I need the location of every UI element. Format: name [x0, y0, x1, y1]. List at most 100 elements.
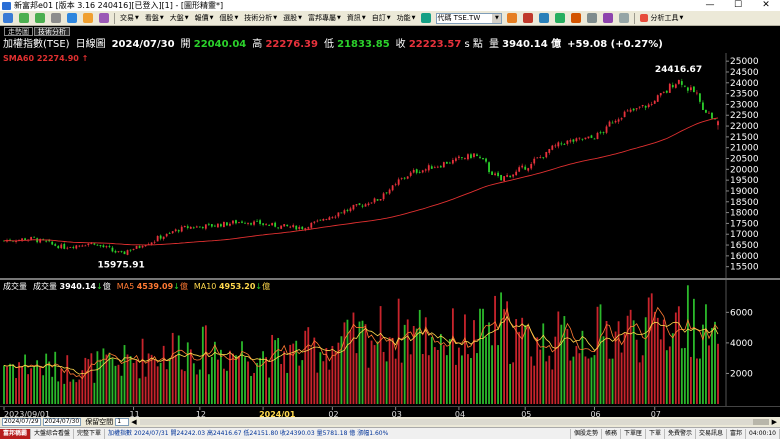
volume-bar — [247, 361, 249, 404]
reserve-space-input[interactable]: 1 — [115, 418, 130, 426]
volume-bar — [271, 334, 274, 404]
menu-info[interactable]: 資訊 ▼ — [346, 14, 366, 22]
horizontal-scrollbar[interactable] — [139, 419, 769, 425]
settings-button[interactable] — [617, 12, 631, 24]
pane-divider[interactable] — [0, 278, 780, 280]
tool-button[interactable] — [419, 12, 433, 24]
candle-body — [51, 241, 54, 245]
status-trade-msg[interactable]: 交易訊息 — [696, 428, 728, 439]
scrollbar-thumb[interactable] — [752, 419, 769, 425]
status-stock-trend[interactable]: 個股走勢 — [571, 428, 602, 439]
range-end-input[interactable]: 2024/07/30 — [42, 418, 82, 426]
volume-bar — [581, 330, 584, 404]
menu-fubon[interactable]: 富邦專屬 ▼ — [308, 14, 341, 22]
code-input[interactable]: 代碼 TSE.TW ▼ — [436, 12, 503, 24]
status-full-order[interactable]: 完整下單 — [74, 428, 106, 439]
volume-bar — [171, 332, 174, 404]
layout-icon — [83, 13, 93, 23]
menu-trade[interactable]: 交易 ▼ — [120, 14, 139, 22]
toolbar-divider — [634, 12, 636, 24]
price-chart[interactable]: 25000 24500 24000 23500 23000 22500 22000 21500… — [0, 53, 780, 278]
candle-body — [671, 85, 674, 88]
menu-quote[interactable]: 報價 ▼ — [194, 14, 214, 22]
status-market-overview[interactable]: 大盤綜合看盤 — [31, 428, 75, 439]
layout-button[interactable] — [81, 12, 95, 24]
print-button[interactable] — [49, 12, 63, 24]
home-button[interactable] — [1, 12, 15, 24]
menu-market[interactable]: 大盤 ▼ — [169, 14, 189, 22]
candle-body — [662, 91, 665, 93]
volume-bar — [283, 351, 286, 404]
menu-watch[interactable]: 看盤 ▼ — [144, 14, 164, 22]
candle-body — [192, 227, 195, 229]
candle-body — [87, 243, 90, 246]
volume-bar — [554, 336, 557, 404]
menu-function[interactable]: 功能 ▼ — [396, 14, 416, 22]
volume-bar — [708, 345, 710, 404]
volume-bar — [479, 308, 481, 404]
candle-body — [617, 119, 620, 122]
zoom-button[interactable] — [601, 12, 615, 24]
volume-bar — [174, 354, 177, 404]
candle-body — [316, 220, 319, 222]
scroll-right-icon[interactable]: ▶ — [771, 418, 777, 426]
news-button[interactable] — [585, 12, 599, 24]
candle-body — [382, 193, 385, 200]
status-alert[interactable]: 免費警示 — [665, 428, 697, 439]
scroll-left-icon[interactable]: ◀ — [131, 418, 137, 426]
zoom-icon — [603, 13, 614, 23]
menu-screener[interactable]: 選股 ▼ — [283, 14, 303, 22]
status-fubon[interactable]: 富邦 — [727, 428, 747, 439]
candle-body — [204, 224, 207, 229]
volume-bar — [394, 358, 397, 404]
candle-body — [241, 221, 243, 223]
dropdown-arrow-icon: ▼ — [298, 15, 303, 21]
back-button[interactable] — [17, 12, 31, 24]
candle-body — [397, 179, 400, 185]
close-button[interactable]: ✕ — [762, 0, 770, 10]
menu-technical[interactable]: 技術分析 ▼ — [244, 14, 278, 22]
menu-stock[interactable]: 個股 ▼ — [219, 14, 239, 22]
candle-body — [168, 233, 171, 234]
alert-button[interactable] — [569, 12, 583, 24]
grid-button[interactable] — [537, 12, 551, 24]
volume-bar — [180, 369, 183, 404]
volume-bar — [232, 353, 234, 404]
candle-body — [364, 204, 367, 207]
refresh-button[interactable] — [65, 12, 79, 24]
favorite-button[interactable] — [505, 12, 519, 24]
candle-body — [470, 154, 472, 158]
volume-chart[interactable]: 6000 4000 2000 成交量 成交量 3940.14↓億 MA5 4539.… — [0, 280, 780, 406]
minimize-button[interactable]: — — [705, 0, 715, 10]
ma5-label: MA5 — [116, 282, 135, 291]
status-brand[interactable]: 富邦稱霸 — [0, 428, 32, 439]
help-button[interactable] — [97, 12, 111, 24]
chart-button[interactable] — [521, 12, 535, 24]
volume-bar — [349, 330, 352, 404]
menu-custom[interactable]: 自訂 ▼ — [371, 14, 391, 22]
status-order-box[interactable]: 下單匣 — [621, 428, 646, 439]
candle-body — [590, 135, 593, 138]
forward-button[interactable] — [33, 12, 47, 24]
range-start-input[interactable]: 2024/07/29 — [2, 418, 41, 426]
volume-bar — [659, 339, 662, 404]
maximize-button[interactable]: ☐ — [733, 0, 743, 10]
status-order[interactable]: 下單 — [646, 428, 665, 439]
dropdown-arrow-icon: ▼ — [135, 15, 139, 21]
menu-analysis-tools[interactable]: 分析工具 ▼ — [637, 12, 686, 24]
date-axis-tick-label: 12 — [196, 410, 206, 418]
tab-technical[interactable]: 技術分析 — [34, 27, 70, 36]
volume-bar — [665, 350, 668, 404]
help-icon — [99, 13, 109, 23]
tab-intraday[interactable]: 走勢圖 — [4, 27, 33, 36]
status-bar: 富邦稱霸 大盤綜合看盤 完整下單 加權指數 2024/07/31 開24242.… — [0, 427, 780, 439]
candle-body — [265, 224, 268, 226]
candle-body — [198, 226, 201, 228]
calendar-button[interactable] — [553, 12, 567, 24]
close-value: 22223.57 — [408, 39, 462, 50]
close-label: 收 — [395, 39, 406, 50]
volume-bar — [527, 326, 530, 404]
candle-body — [699, 93, 701, 102]
status-account[interactable]: 帳務 — [602, 428, 621, 439]
chevron-down-icon[interactable]: ▼ — [492, 13, 502, 23]
